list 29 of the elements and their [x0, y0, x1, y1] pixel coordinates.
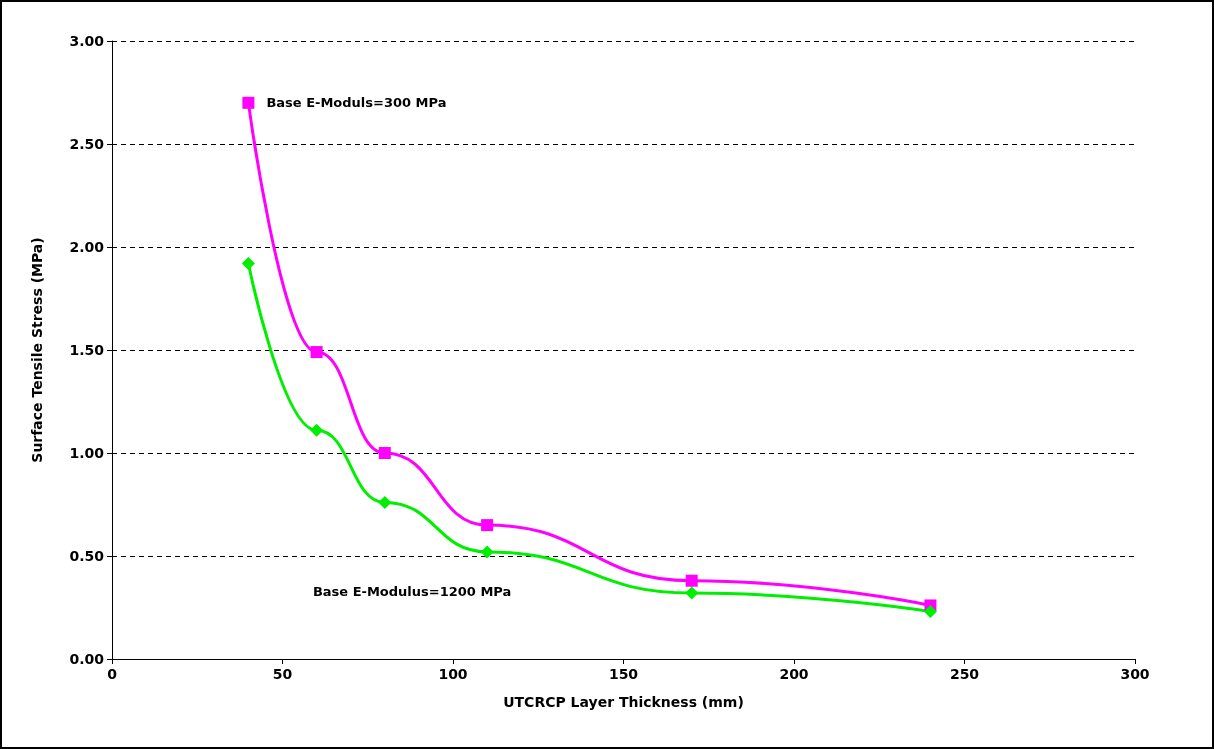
- point: [241, 256, 255, 270]
- y-tick-label: 0.50: [69, 548, 105, 564]
- point: [310, 423, 324, 437]
- y-tick-label: 1.00: [69, 445, 105, 461]
- y-tick-label: 0.00: [69, 651, 105, 667]
- text: Base E-Modulus=1200 MPa: [312, 584, 512, 600]
- series-label: Base E-Moduls=300 MPa: [266, 95, 447, 111]
- y-axis-title: Surface Tensile Stress (MPa): [29, 237, 45, 463]
- point: [685, 586, 699, 600]
- x-tick-label: 200: [779, 666, 809, 682]
- point: [685, 574, 698, 587]
- y-tick-label: 3.00: [69, 33, 105, 49]
- x-tick-label: 0: [107, 666, 118, 682]
- point: [378, 447, 391, 459]
- point: [481, 519, 494, 532]
- point: [242, 96, 255, 109]
- x-tick-label: 250: [949, 666, 980, 682]
- point: [480, 545, 494, 559]
- x-axis-title: UTCRCP Layer Thickness (mm): [503, 694, 744, 710]
- point: [923, 605, 937, 619]
- x-tick-label: 300: [1120, 666, 1150, 682]
- x-tick-label: 50: [272, 666, 293, 682]
- x-tick-label: 150: [608, 666, 639, 682]
- point: [310, 346, 323, 359]
- x-tick-label: 100: [438, 666, 468, 682]
- y-tick-label: 1.50: [69, 342, 105, 358]
- y-tick-label: 2.00: [69, 239, 105, 255]
- point: [378, 495, 392, 509]
- y-tick-label: 2.50: [69, 136, 105, 152]
